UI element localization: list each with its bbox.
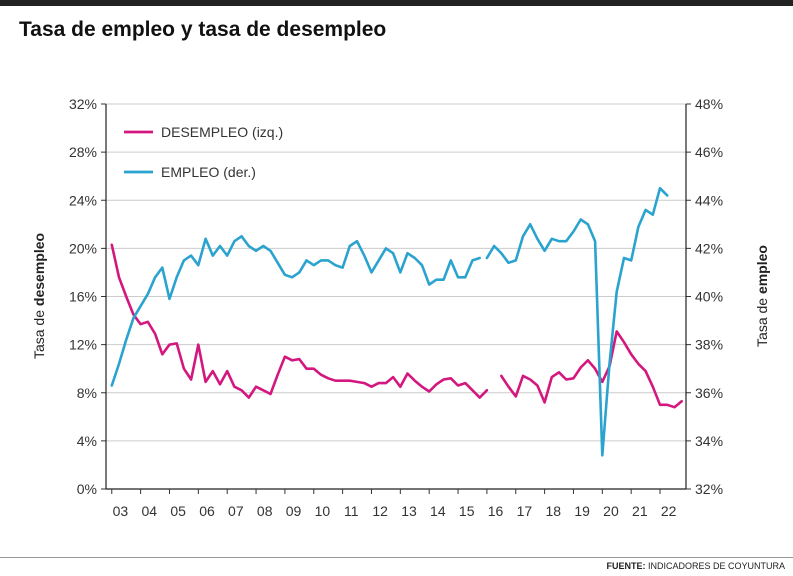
y-axis-right-label-bold: empleo <box>754 245 770 294</box>
y-right-tick-label: 34% <box>695 433 723 449</box>
x-tick-label: 19 <box>574 503 590 519</box>
x-tick-label: 12 <box>372 503 388 519</box>
legend: DESEMPLEO (izq.) EMPLEO (der.) <box>124 124 283 180</box>
x-tick-label: 09 <box>286 503 302 519</box>
source-note: FUENTE: INDICADORES DE COYUNTURA <box>606 561 785 571</box>
x-tick-label: 17 <box>517 503 533 519</box>
x-tick-label: 20 <box>603 503 619 519</box>
x-tick-label: 06 <box>199 503 215 519</box>
y-right-tick-label: 42% <box>695 240 723 256</box>
y-axis-left-label-prefix: Tasa de <box>31 306 47 359</box>
y-axis-left-label: Tasa de desempleo <box>31 233 47 359</box>
top-bar <box>0 0 793 6</box>
legend-label-desempleo: DESEMPLEO (izq.) <box>161 124 283 140</box>
y-left-tick-label: 16% <box>69 289 97 305</box>
source-text: INDICADORES DE COYUNTURA <box>647 561 785 571</box>
desempleo-line-segment-2 <box>499 330 684 409</box>
y-left-tick-label: 8% <box>77 385 97 401</box>
y-left-tick-label: 24% <box>69 192 97 208</box>
chart: 0% 4% 8% 12% 16% 20% 24% 28% 32% 32% 34% 36% 38% 40% 4… <box>31 96 770 519</box>
x-tick-label: 14 <box>430 503 446 519</box>
y-axis-right-label-prefix: Tasa de <box>754 294 770 347</box>
y-left-tick-label: 0% <box>77 481 97 497</box>
series-layer <box>110 186 684 457</box>
y-right-tick-label: 32% <box>695 481 723 497</box>
y-right-tick-label: 38% <box>695 337 723 353</box>
y-left-tick-label: 28% <box>69 144 97 160</box>
desempleo-line-segment-1 <box>110 243 489 399</box>
empleo-line-segment-2 <box>485 186 669 457</box>
empleo-line-segment-1 <box>110 235 482 387</box>
source-label: FUENTE: <box>606 561 646 571</box>
chart-title: Tasa de empleo y tasa de desempleo <box>19 18 387 41</box>
x-tick-label: 08 <box>257 503 273 519</box>
y-right-tick-label: 36% <box>695 385 723 401</box>
axes: 0% 4% 8% 12% 16% 20% 24% 28% 32% 32% 34% 36% 38% 40% 4… <box>69 96 723 519</box>
x-tick-label: 03 <box>113 503 129 519</box>
x-tick-label: 16 <box>488 503 504 519</box>
y-right-tick-label: 40% <box>695 289 723 305</box>
x-tick-label: 21 <box>632 503 648 519</box>
y-left-tick-label: 4% <box>77 433 97 449</box>
x-tick-label: 22 <box>661 503 677 519</box>
y-right-tick-label: 46% <box>695 144 723 160</box>
y-axis-right-label: Tasa de empleo <box>754 245 770 347</box>
legend-label-empleo: EMPLEO (der.) <box>161 164 256 180</box>
x-tick-label: 10 <box>315 503 331 519</box>
y-right-tick-label: 48% <box>695 96 723 112</box>
y-left-tick-label: 32% <box>69 96 97 112</box>
x-tick-label: 04 <box>141 503 157 519</box>
y-axis-left-label-bold: desempleo <box>31 233 47 306</box>
x-tick-label: 11 <box>344 503 359 519</box>
x-tick-label: 15 <box>459 503 475 519</box>
x-tick-label: 07 <box>228 503 244 519</box>
x-tick-label: 13 <box>401 503 417 519</box>
y-left-tick-label: 20% <box>69 240 97 256</box>
x-tick-label: 05 <box>170 503 186 519</box>
y-right-tick-label: 44% <box>695 192 723 208</box>
x-tick-label: 18 <box>545 503 561 519</box>
y-left-tick-label: 12% <box>69 337 97 353</box>
footer-divider <box>0 557 793 558</box>
